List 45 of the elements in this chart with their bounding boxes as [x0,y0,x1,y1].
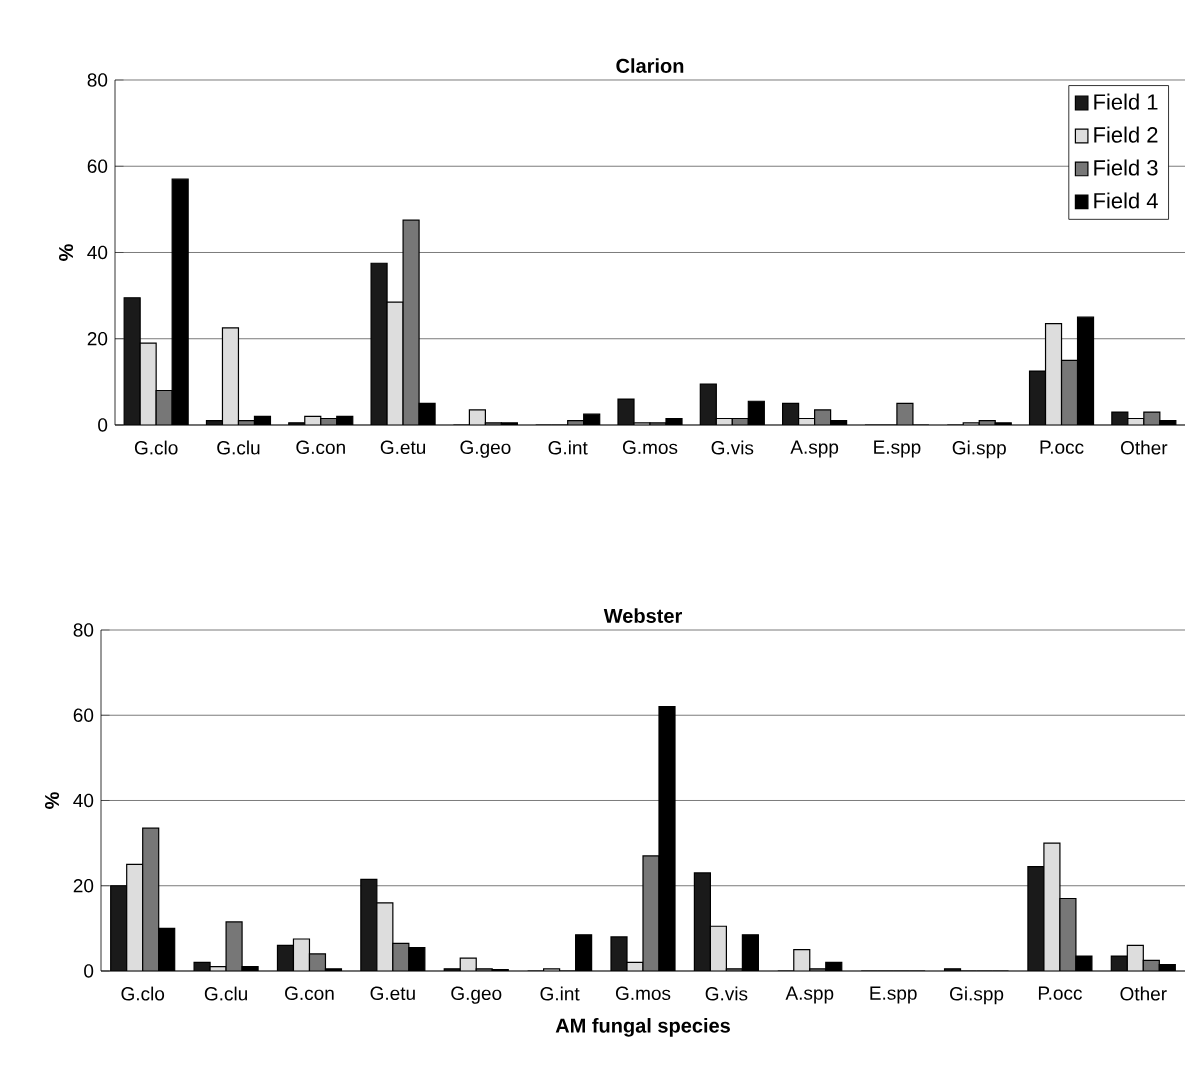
x-tick-label: Gi.spp [950,986,1004,1005]
y-tick-label: 0 [98,418,108,432]
legend-label: Field 3 [1094,159,1158,176]
x-axis-title: AM fungal species [555,1018,730,1037]
x-tick-label: G.clu [204,986,248,1001]
y-tick-label: 0 [84,964,94,978]
y-tick-label: 60 [87,159,108,173]
chart-title: Clarion [616,58,684,73]
x-tick-label: G.con [285,986,334,1001]
x-tick-label: G.etu [380,440,426,455]
x-tick-label: G.geo [451,986,502,1004]
x-tick-label: G.int [540,986,580,1001]
y-tick-label: 80 [87,73,108,87]
y-tick-label: 60 [73,708,94,722]
x-tick-label: G.vis [705,986,748,1001]
x-tick-label: Other [1120,986,1167,1001]
x-tick-label: A.spp [785,986,834,1004]
y-tick-label: 80 [73,623,94,637]
x-tick-label: A.spp [790,440,839,458]
y-axis-title: % [58,244,74,261]
x-tick-label: G.mos [622,440,678,455]
x-tick-label: G.clo [134,440,178,455]
x-tick-label: Gi.spp [952,440,1006,459]
legend-label: Field 4 [1094,192,1158,209]
x-tick-label: G.geo [460,440,511,458]
x-tick-label: P.occ [1038,986,1082,1000]
x-tick-label: Other [1121,440,1168,455]
y-tick-label: 40 [87,245,108,260]
y-tick-label: 20 [73,879,94,893]
x-tick-label: G.clu [217,440,260,455]
x-tick-label: E.spp [874,440,921,458]
x-tick-label: P.occ [1040,440,1084,454]
x-tick-label: G.vis [711,440,754,455]
y-tick-label: 20 [87,332,108,346]
x-tick-label: G.con [296,440,345,455]
chart-title: Webster [603,608,682,623]
x-tick-label: G.mos [615,986,671,1001]
legend-label: Field 2 [1094,126,1158,143]
x-tick-label: G.int [548,440,588,455]
legend-label: Field 1 [1094,93,1158,110]
y-tick-label: 40 [73,793,94,808]
x-tick-label: G.etu [370,986,415,1001]
y-axis-title: % [44,792,60,809]
x-tick-label: G.clo [121,986,165,1001]
x-tick-label: E.spp [870,986,917,1004]
